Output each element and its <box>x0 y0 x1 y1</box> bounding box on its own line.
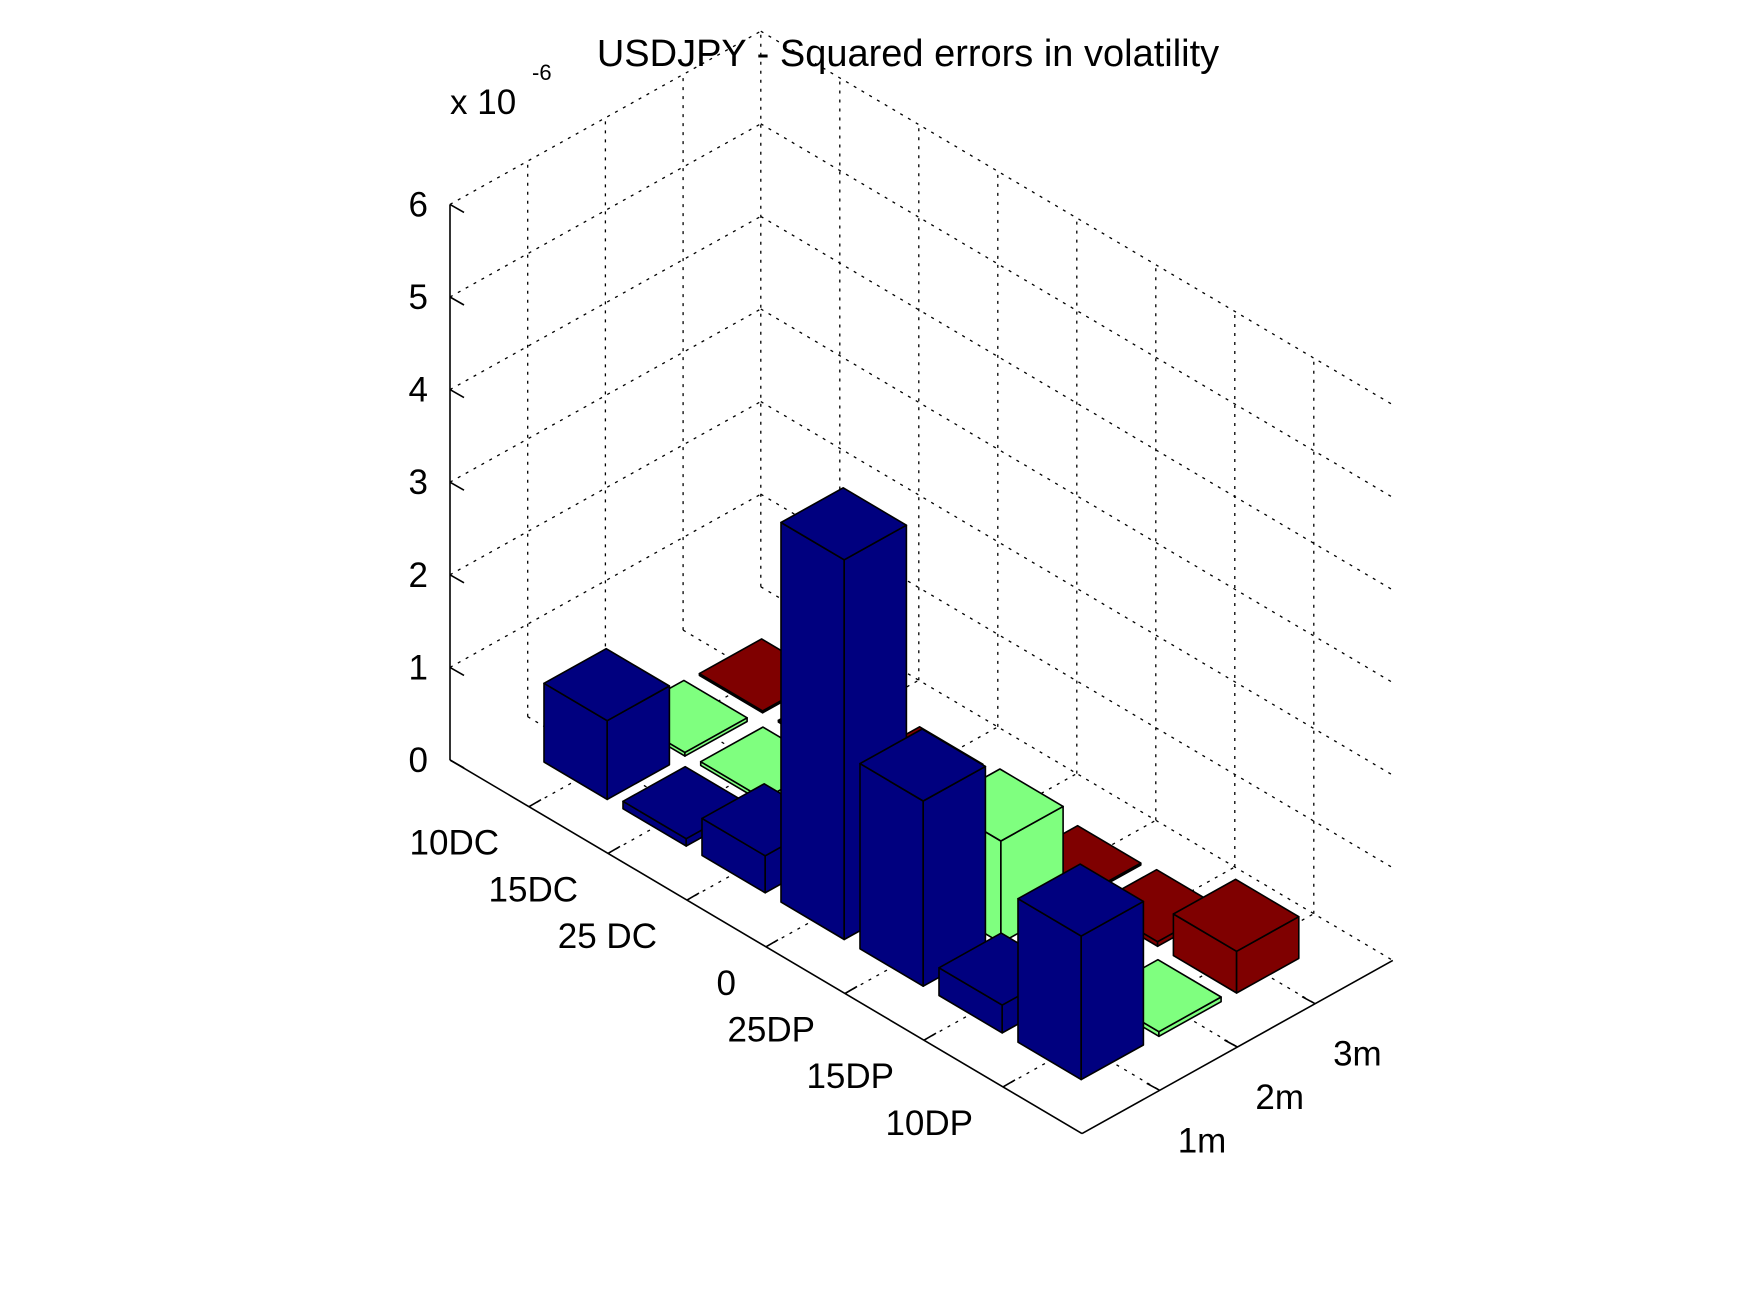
maturity-tick-label: 1m <box>1178 1121 1227 1160</box>
exponent-multiplier: x 10 <box>450 83 516 122</box>
strike-tick-label: 10DP <box>885 1104 973 1143</box>
axes <box>449 203 1394 1135</box>
z-tick-label: 5 <box>409 278 428 317</box>
chart-title: USDJPY - Squared errors in volatility <box>597 33 1219 75</box>
z-tick-label: 3 <box>409 463 428 502</box>
strike-tick-label: 10DC <box>410 824 499 863</box>
bar-1m-10DC <box>543 647 671 801</box>
bar-1m-25DP <box>859 728 987 988</box>
z-tick-label: 1 <box>409 648 428 687</box>
strike-tick-label: 0 <box>717 964 736 1003</box>
bar-1m-10DP <box>1017 863 1145 1081</box>
strike-tick-label: 15DP <box>806 1057 894 1096</box>
maturity-tick-label: 3m <box>1333 1035 1382 1074</box>
z-tick-label: 4 <box>409 371 428 410</box>
z-tick-label: 2 <box>409 556 428 595</box>
maturity-tick-label: 2m <box>1255 1078 1304 1117</box>
tick-labels: 0 1 2 3 4 5 6 10DC 15DC 25 DC 0 25DP 15DP 10DP 1m 2m 3m <box>409 185 1382 1160</box>
z-tick-label: 0 <box>409 741 428 780</box>
exponent-value: -6 <box>532 60 552 85</box>
strike-tick-label: 25DP <box>727 1011 815 1050</box>
bar-3m-10DP <box>1172 878 1300 994</box>
strike-tick-label: 15DC <box>489 870 578 909</box>
grid-lines <box>449 30 1394 1091</box>
z-tick-label: 6 <box>409 185 428 224</box>
bars <box>543 486 1300 1081</box>
strike-tick-label: 25 DC <box>558 917 657 956</box>
